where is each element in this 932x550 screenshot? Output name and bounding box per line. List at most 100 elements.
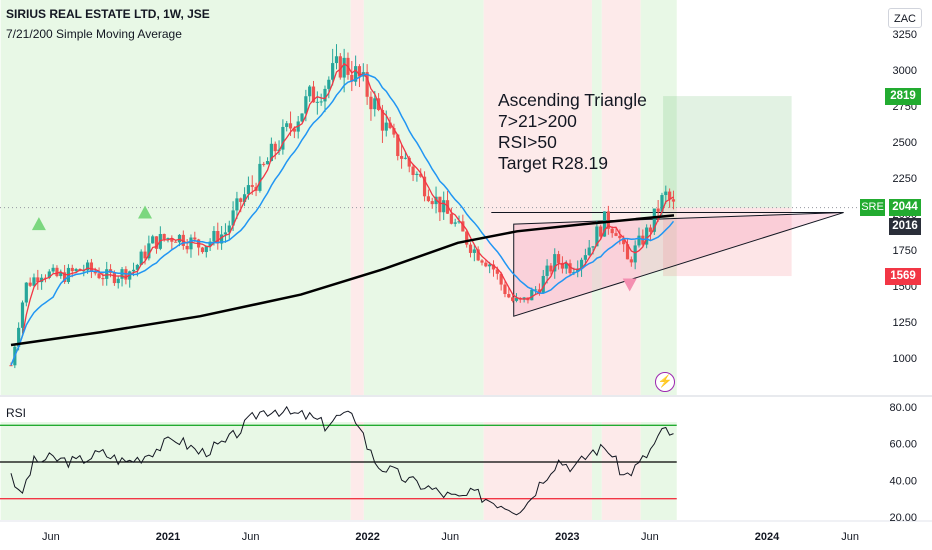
candle-body bbox=[633, 245, 637, 263]
candle-body bbox=[292, 128, 296, 132]
regime-band-bull bbox=[591, 0, 602, 395]
candle-body bbox=[553, 254, 557, 272]
candle-body bbox=[652, 208, 656, 232]
candle-body bbox=[112, 272, 116, 284]
candle-body bbox=[162, 234, 166, 240]
candle-body bbox=[664, 191, 668, 196]
regime-band-bull bbox=[363, 0, 484, 395]
candle-body bbox=[327, 79, 331, 89]
rsi-line bbox=[10, 405, 674, 516]
candle-body bbox=[135, 264, 139, 270]
time-axis-tick: 2024 bbox=[755, 531, 780, 543]
ma-price-label: 2016 bbox=[889, 218, 921, 235]
candle-body bbox=[618, 235, 622, 239]
candle-body bbox=[465, 231, 469, 245]
candle-body bbox=[51, 267, 55, 272]
candle-body bbox=[288, 123, 293, 129]
candle-body bbox=[399, 156, 404, 159]
candle-body bbox=[671, 199, 676, 202]
candle-body bbox=[534, 289, 538, 291]
candle-body bbox=[591, 246, 595, 248]
regime-band-bear bbox=[350, 0, 364, 395]
currency-button[interactable]: ZAC bbox=[888, 8, 922, 28]
candle-body bbox=[212, 230, 216, 242]
candle-body bbox=[36, 277, 40, 283]
candle-body bbox=[472, 249, 476, 253]
candle-body bbox=[235, 198, 239, 211]
candle-body bbox=[143, 251, 147, 259]
candle-body bbox=[549, 265, 553, 272]
candle-body bbox=[93, 271, 97, 274]
annotation-line: RSI>50 bbox=[498, 132, 557, 152]
candle-body bbox=[507, 294, 511, 298]
candle-body bbox=[331, 63, 335, 80]
time-axis-tick: 2022 bbox=[355, 531, 379, 543]
rsi-axis-tick: 20.00 bbox=[889, 512, 917, 524]
candle-body bbox=[131, 269, 136, 272]
rsi-regime-band-bull bbox=[640, 422, 677, 520]
candle-body bbox=[350, 74, 354, 82]
time-axis-tick: 2023 bbox=[555, 531, 579, 543]
candle-body bbox=[587, 247, 591, 256]
price-axis-tick: 1750 bbox=[893, 245, 917, 257]
candle-body bbox=[265, 161, 270, 165]
rsi-axis-tick: 60.00 bbox=[889, 439, 917, 451]
candle-body bbox=[606, 211, 610, 229]
regime-band-bear bbox=[483, 0, 592, 395]
rsi-pane-label: RSI bbox=[6, 406, 27, 420]
candle-body bbox=[614, 233, 618, 236]
candle-body bbox=[24, 282, 28, 303]
candle-body bbox=[308, 86, 312, 97]
candle-body bbox=[70, 267, 74, 272]
rsi-regime-band-bear bbox=[483, 422, 592, 520]
candle-body bbox=[231, 210, 235, 226]
candle-body bbox=[185, 245, 189, 250]
annotation-line: Ascending Triangle bbox=[498, 90, 647, 110]
candle-body bbox=[319, 101, 323, 103]
time-axis-tick: Jun bbox=[641, 531, 659, 543]
candle-body bbox=[354, 66, 358, 82]
chart-title: SIRIUS REAL ESTATE LTD, 1W, JSE bbox=[6, 7, 210, 21]
candle-body bbox=[151, 236, 155, 244]
candle-body bbox=[461, 221, 465, 232]
candle-body bbox=[373, 98, 377, 110]
candle-body bbox=[637, 235, 641, 246]
candle-body bbox=[193, 237, 197, 240]
candle-body bbox=[499, 273, 503, 285]
candle-body bbox=[85, 262, 90, 271]
candle-body bbox=[656, 208, 660, 212]
regime-band-bull bbox=[0, 0, 351, 395]
candle-body bbox=[560, 262, 565, 269]
time-axis-tick: Jun bbox=[242, 531, 260, 543]
candle-body bbox=[208, 241, 212, 247]
candle-body bbox=[242, 194, 247, 202]
last-price-label: 2044 bbox=[889, 199, 921, 216]
lightning-icon[interactable]: ⚡ bbox=[655, 372, 675, 392]
candle-body bbox=[415, 173, 419, 176]
candle-body bbox=[645, 227, 649, 245]
candle-body bbox=[457, 221, 461, 223]
candle-body bbox=[311, 86, 316, 103]
candle-body bbox=[476, 249, 480, 261]
candle-body bbox=[576, 268, 580, 272]
sell-signal-marker bbox=[622, 278, 637, 292]
candle-body bbox=[139, 251, 143, 265]
candle-body bbox=[281, 126, 285, 150]
target-price-label: 2819 bbox=[885, 88, 921, 105]
candle-body bbox=[258, 163, 262, 191]
candle-body bbox=[300, 113, 304, 122]
candle-body bbox=[430, 201, 434, 205]
candle-body bbox=[59, 272, 63, 277]
ma7-line bbox=[10, 62, 674, 366]
symbol-label: SRE bbox=[860, 199, 885, 216]
price-axis-tick: 3250 bbox=[893, 29, 917, 41]
candle-body bbox=[388, 122, 392, 129]
candle-body bbox=[602, 211, 607, 237]
candle-body bbox=[166, 238, 170, 240]
annotation-line: 7>21>200 bbox=[498, 111, 577, 131]
candle-body bbox=[503, 284, 507, 295]
candle-body bbox=[170, 238, 174, 242]
rsi-regime-band-bull bbox=[0, 422, 351, 520]
